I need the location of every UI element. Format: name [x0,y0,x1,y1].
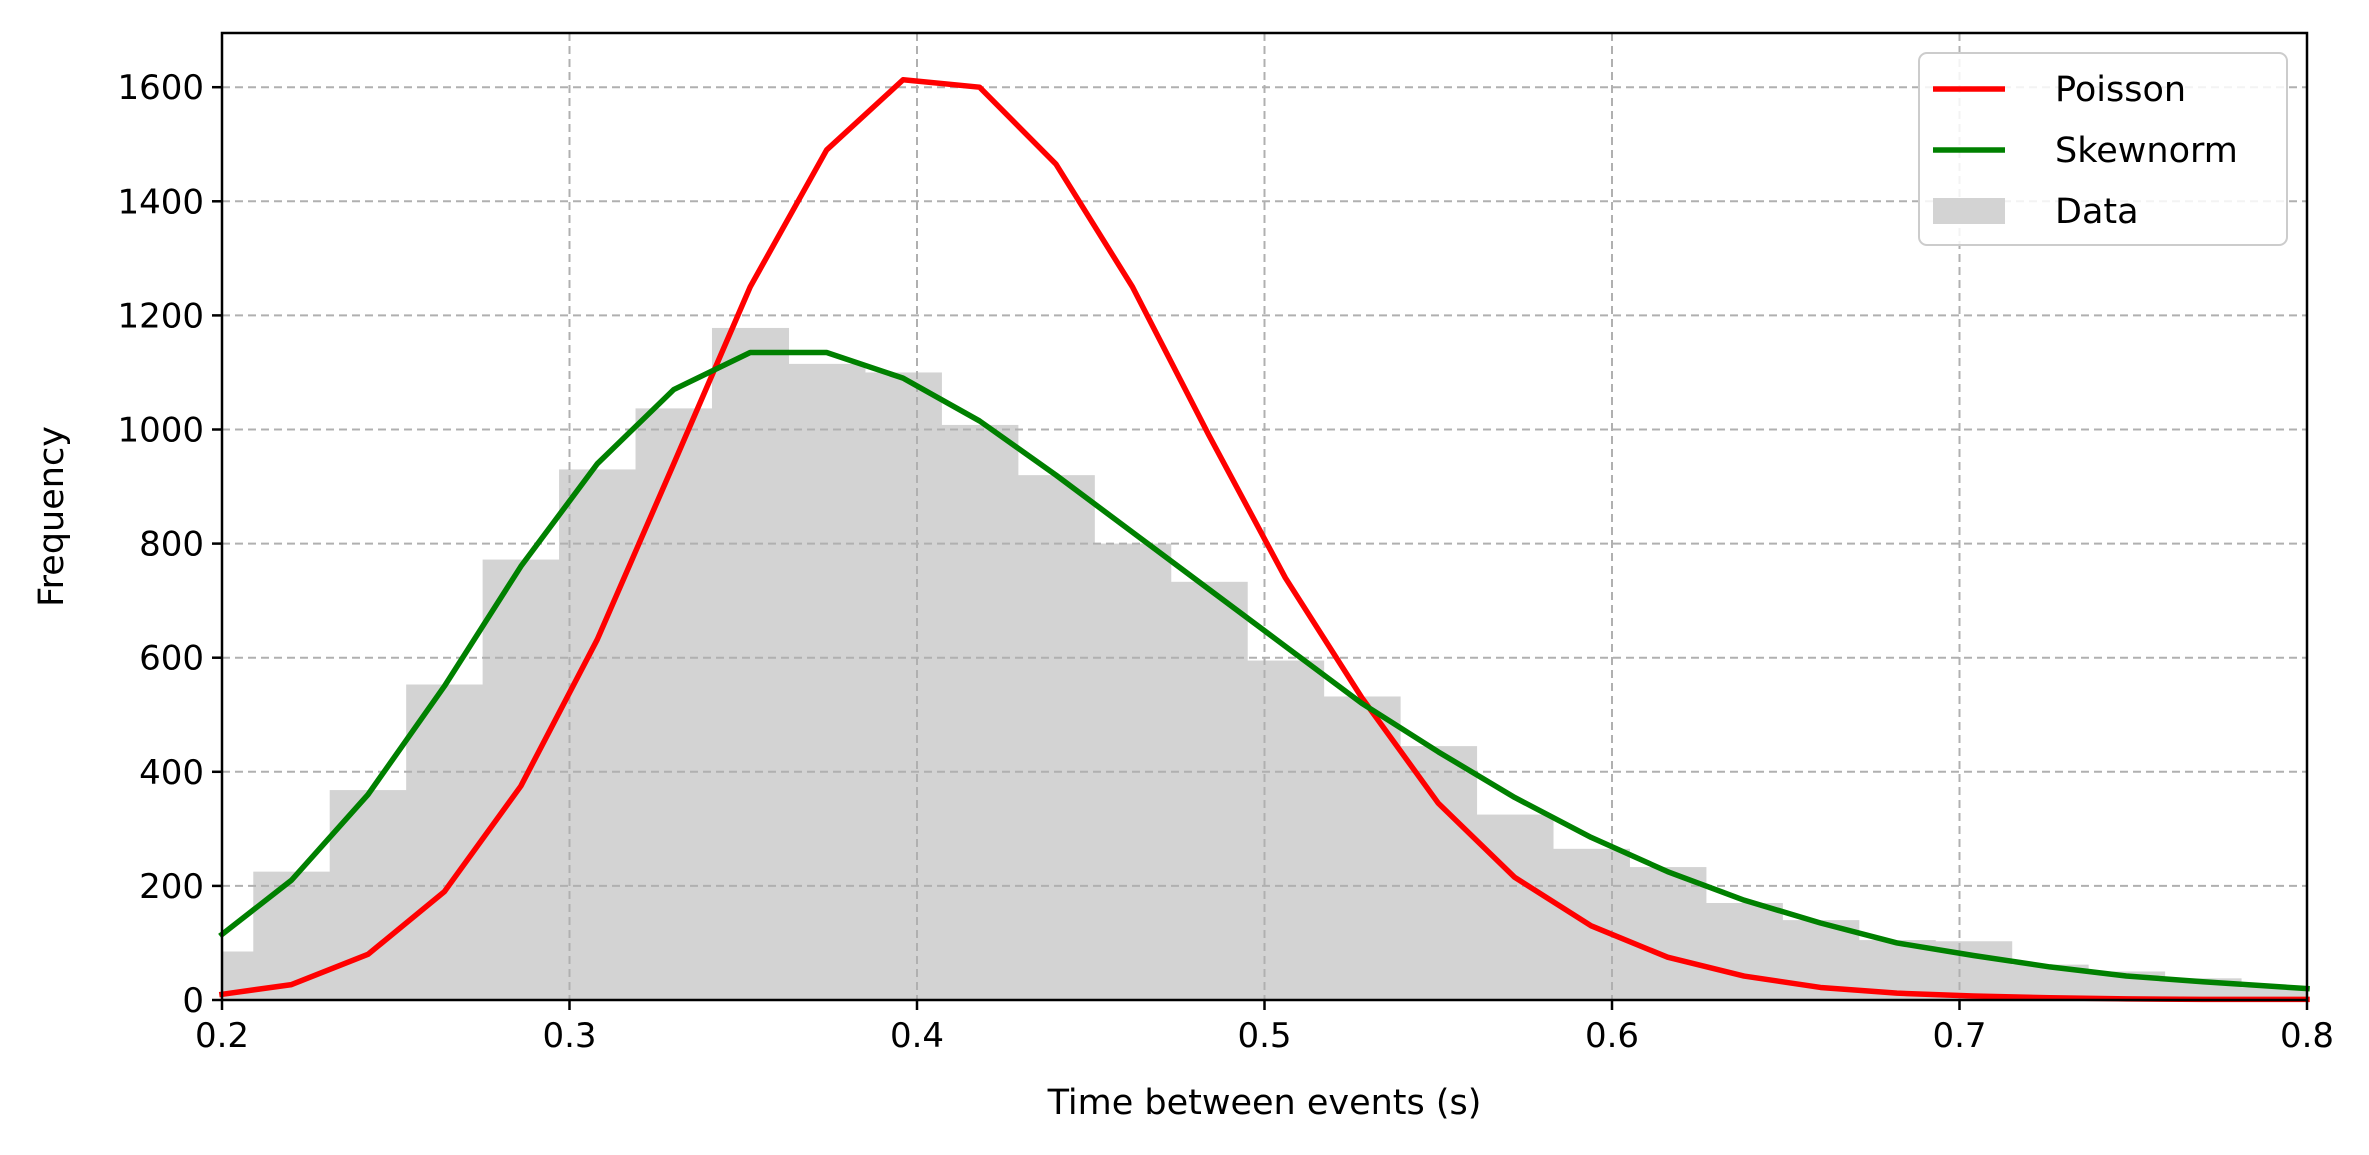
histogram-bar [788,363,866,1000]
y-axis-label: Frequency [32,426,72,607]
y-tick-label: 1400 [117,182,204,222]
legend: Poisson Skewnorm Data [1918,52,2288,246]
x-tick-label: 0.6 [1585,1016,1639,1056]
histogram-bar [1629,867,1707,1000]
y-tick-label: 800 [139,525,204,565]
y-tick-label: 1600 [117,68,204,108]
histogram-bar [559,469,637,1000]
x-tick-label: 0.4 [890,1016,944,1056]
y-tick-label: 1000 [117,410,204,450]
x-tick-label: 0.7 [1932,1016,1986,1056]
legend-box [1918,52,2288,246]
y-axis: 0 200 400 600 800 1000 1200 1400 1600 [117,68,222,1021]
series-line-poisson [218,77,2310,1003]
legend-label-data: Data [2055,192,2139,232]
histogram-bar [941,424,1019,1000]
y-tick-label: 200 [139,867,204,907]
legend-label-skewnorm: Skewnorm [2055,131,2238,171]
histogram-bar [711,327,790,1000]
histogram-bar [1017,475,1095,1000]
x-tick-label: 0.2 [195,1016,249,1056]
histogram-bar [1247,660,1325,1000]
histogram-bar [635,408,713,1000]
y-tick-label: 0 [182,981,204,1021]
histogram-bar [253,871,331,1000]
histogram-bar [406,684,484,1000]
histogram-bar [1705,903,1783,1000]
x-axis: 0.2 0.3 0.4 0.5 0.6 0.7 0.8 [195,1000,2334,1056]
y-tick-label: 400 [139,753,204,793]
y-tick-label: 1200 [117,296,204,336]
histogram-bar [1323,696,1401,1000]
histogram-bar [1170,581,1248,1000]
series-line-skewnorm [218,349,2310,992]
y-tick-label: 600 [139,639,204,679]
x-tick-label: 0.3 [542,1016,596,1056]
histogram-bar [1400,746,1478,1000]
x-tick-label: 0.8 [2280,1016,2334,1056]
histogram-bar [864,372,942,1000]
legend-label-poisson: Poisson [2055,70,2186,110]
histogram-bar [1476,814,1554,1000]
x-axis-label: Time between events (s) [1047,1083,1482,1123]
histogram-layer [222,327,2308,1000]
x-tick-label: 0.5 [1237,1016,1291,1056]
series-lines-layer [218,77,2310,1003]
legend-swatch-data [1933,198,2005,224]
